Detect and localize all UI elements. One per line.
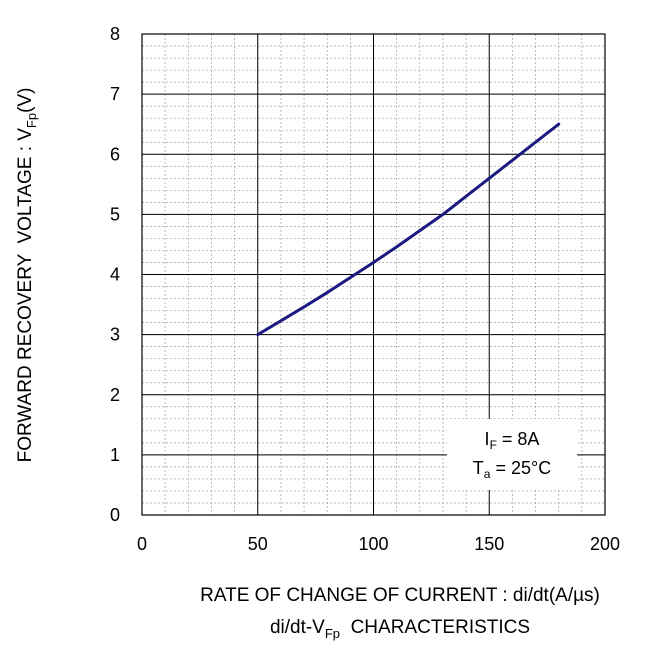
annotation-line-1: IF = 8A xyxy=(485,429,540,452)
chart-title-sub: Fp xyxy=(325,626,340,641)
y-axis-label-sub: Fp xyxy=(24,113,39,128)
x-tick-label: 200 xyxy=(590,534,620,554)
x-tick-label: 0 xyxy=(137,534,147,554)
annotation-line-2-rest: = 25°C xyxy=(490,458,551,478)
series-group xyxy=(256,122,561,337)
y-axis-label-main: FORWARD RECOVERY VOLTAGE : V xyxy=(15,128,36,463)
annotation-line-2: Ta = 25°C xyxy=(473,458,551,481)
y-tick-label: 0 xyxy=(110,505,120,525)
series-line-0 xyxy=(256,122,561,337)
x-tick-labels: 0 50 100 150 200 xyxy=(137,534,620,554)
chart-title-main: di/dt-V xyxy=(270,617,325,638)
chart-title: di/dt-VFp CHARACTERISTICS xyxy=(270,617,530,641)
y-tick-labels: 0 1 2 3 4 5 6 7 8 xyxy=(110,24,120,525)
annotation-line-2-main: T xyxy=(473,458,484,478)
annotation-box xyxy=(447,419,577,490)
y-axis-label-suffix: (V) xyxy=(15,88,36,113)
annotation-line-1-rest: = 8A xyxy=(497,429,540,449)
y-axis-label: FORWARD RECOVERY VOLTAGE : VFp(V) xyxy=(15,88,39,463)
x-tick-label: 100 xyxy=(358,534,388,554)
x-axis-label: RATE OF CHANGE OF CURRENT : di/dt(A/µs) xyxy=(200,585,600,606)
x-tick-label: 50 xyxy=(248,534,268,554)
y-tick-label: 3 xyxy=(110,325,120,345)
y-tick-label: 1 xyxy=(110,445,120,465)
plot-frame xyxy=(141,33,606,516)
y-tick-label: 5 xyxy=(110,204,120,224)
annotation-line-1-sub: F xyxy=(490,438,497,452)
major-grid xyxy=(142,34,605,515)
x-tick-label: 150 xyxy=(474,534,504,554)
annotation-line-1-main: I xyxy=(485,429,490,449)
y-tick-label: 7 xyxy=(110,84,120,104)
y-tick-label: 2 xyxy=(110,385,120,405)
annotation-line-2-sub: a xyxy=(484,467,491,481)
y-tick-label: 6 xyxy=(110,144,120,164)
y-tick-label: 4 xyxy=(110,265,120,285)
y-tick-label: 8 xyxy=(110,24,120,44)
condition-annotation: IF = 8A Ta = 25°C xyxy=(447,419,577,490)
chart-title-suffix: CHARACTERISTICS xyxy=(340,617,530,638)
